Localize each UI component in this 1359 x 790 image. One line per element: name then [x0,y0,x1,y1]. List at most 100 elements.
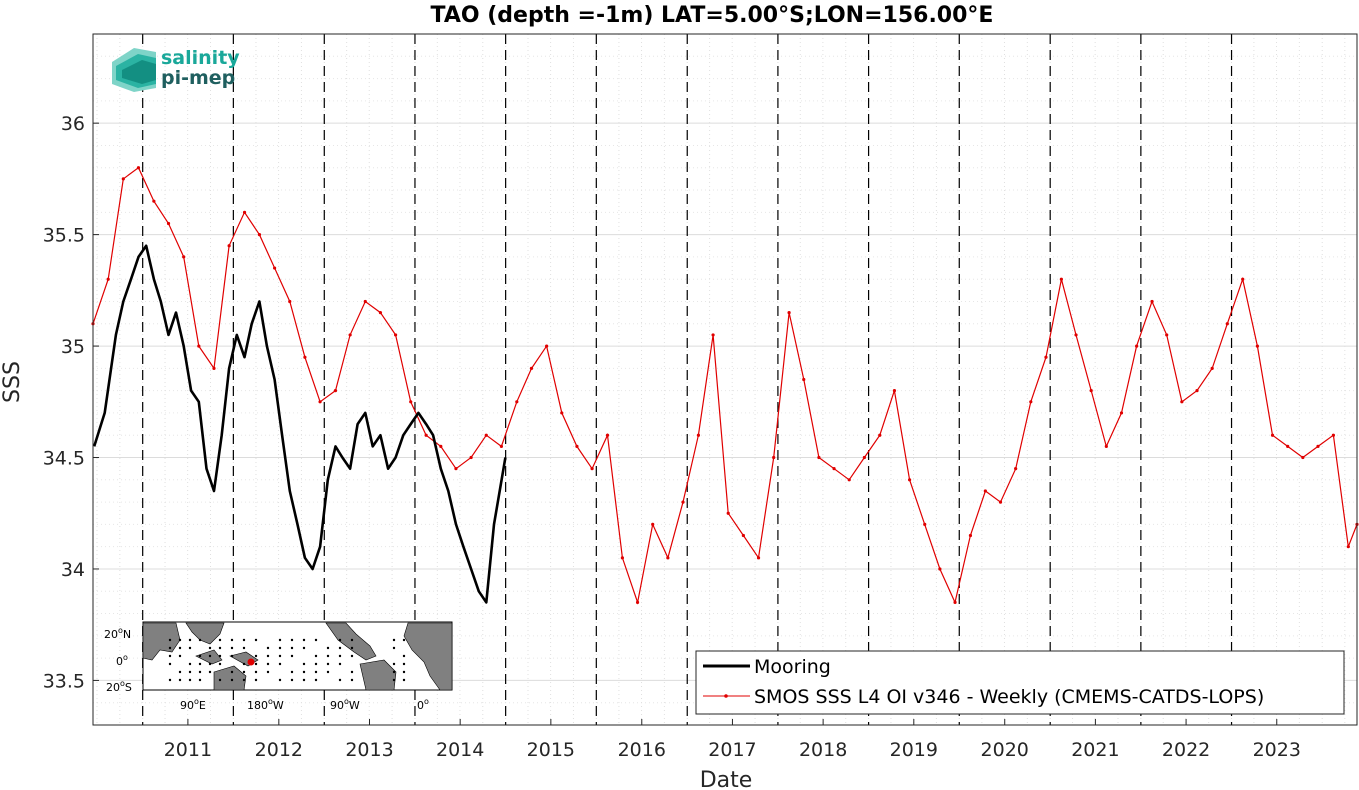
data-point-smos [756,556,761,560]
buoy-dot [314,654,318,658]
data-point-smos [106,277,110,281]
y-tick-label: 35 [61,336,85,358]
data-point-smos [121,177,125,181]
data-point-smos [1150,299,1154,304]
buoy-dot [290,678,294,682]
buoy-dot [198,662,202,666]
x-tick-label: 2021 [1071,739,1119,761]
buoy-dot [230,670,234,674]
buoy-dot [266,670,270,674]
x-tick-label: 2018 [799,739,847,761]
x-tick-label: 2013 [345,739,393,761]
x-tick-label: 2016 [618,739,666,761]
data-point-smos [832,467,836,471]
data-point-smos [1014,467,1018,471]
data-point-smos [711,333,715,337]
data-point-smos [363,299,367,304]
lat-label-20s: 20oS [106,679,132,694]
legend-label-mooring: Mooring [754,656,831,678]
buoy-dot [242,662,246,666]
buoy-dot [338,654,342,658]
buoy-dot [392,638,396,642]
data-point-smos [136,166,141,170]
chart-title: TAO (depth =-1m) LAT=5.00°S;LON=156.00°E [431,3,994,28]
buoy-dot [168,654,172,658]
buoy-dot [188,638,192,642]
buoy-dot [278,646,282,650]
inset-buoy-dots [168,638,406,682]
data-point-smos [1255,344,1259,348]
inset-location-map: 20oN 0o 20oS 90oE 180oW 90oW 0o [104,621,453,712]
legend-label-smos: SMOS SSS L4 OI v346 - Weekly (CMEMS-CATD… [754,686,1264,708]
buoy-dot [254,654,258,658]
buoy-dot [208,670,212,674]
data-point-smos [484,433,488,437]
data-point-smos [257,233,262,237]
data-point-smos [575,444,579,448]
buoy-dot [278,678,282,682]
y-axis-label: SSS [0,361,25,403]
data-point-smos [1044,355,1048,359]
data-point-smos [802,377,806,382]
data-point-smos [1180,400,1184,404]
data-point-smos [1316,444,1320,448]
logo-line1: salinity [161,47,240,69]
buoy-dot [266,654,270,658]
data-point-smos [772,455,776,460]
data-point-smos [318,400,322,404]
data-point-smos [212,366,216,370]
buoy-dot [278,638,282,642]
data-point-smos [1301,455,1305,460]
buoy-dot [254,638,258,642]
buoy-dot [198,678,202,682]
buoy-dot [254,662,258,666]
data-point-smos [1165,333,1169,337]
buoy-dot [392,662,396,666]
series-layer [91,166,1359,605]
buoy-dot [242,678,246,682]
y-tick-label: 34.5 [43,448,85,470]
buoy-dot [178,638,182,642]
data-point-smos [515,400,519,404]
data-point-smos [847,478,851,482]
buoy-dot [266,646,270,650]
data-point-smos [1270,433,1275,437]
data-point-smos [303,355,307,359]
buoy-dot [178,654,182,658]
buoy-dot [168,646,172,650]
data-point-smos [953,600,957,605]
data-point-smos [938,567,942,571]
buoy-dot [198,638,202,642]
buoy-dot [350,646,354,650]
data-point-smos [741,533,745,538]
buoy-dot [242,638,246,642]
buoy-dot [198,670,202,674]
data-point-smos [681,500,685,504]
data-point-smos [529,366,534,370]
buoy-dot [218,646,222,650]
buoy-dot [402,638,406,642]
buoy-dot [402,678,406,682]
data-point-smos [590,467,594,471]
data-point-smos [499,444,504,448]
buoy-dot [290,670,294,674]
buoy-dot [302,670,306,674]
data-point-smos [620,556,624,560]
data-point-smos [1059,277,1063,281]
buoy-dot [242,646,246,650]
data-point-smos [333,389,338,393]
buoy-dot [302,662,306,666]
x-tick-label: 2019 [890,739,938,761]
y-tick-label: 35.5 [43,225,85,247]
data-point-smos [242,210,247,214]
data-point-smos [787,311,791,315]
x-axis-ticks: 2011 2012 2013 2014 2015 2016 2017 2018 2019 2020… [164,719,1301,761]
buoy-dot [392,646,396,650]
buoy-dot [178,646,182,650]
logo-line2: pi-mep [161,67,235,89]
buoy-dot [290,654,294,658]
data-point-smos [1029,400,1033,404]
buoy-dot [302,678,306,682]
lat-label-0: 0o [116,653,128,668]
